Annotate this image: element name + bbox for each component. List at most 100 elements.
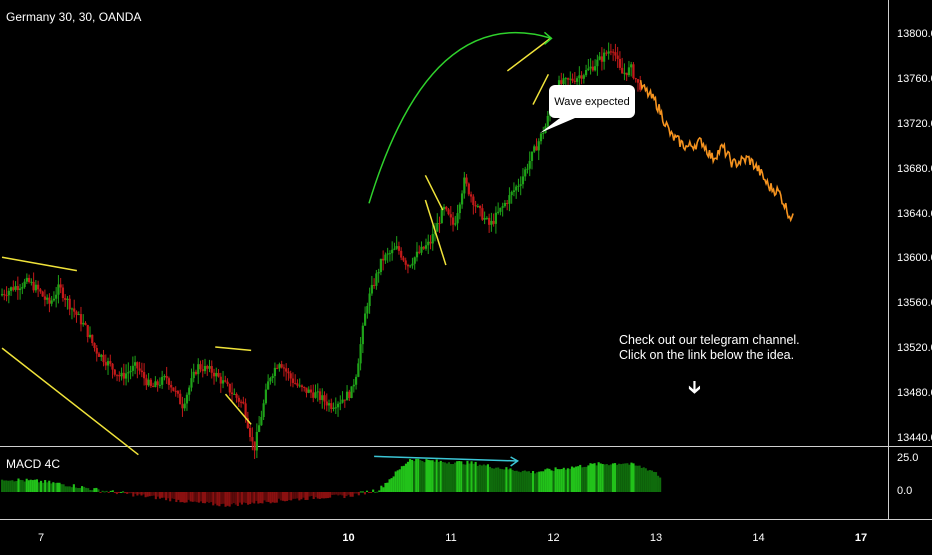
candle-body (309, 389, 313, 393)
macd-bar (275, 492, 278, 503)
macd-bar (435, 459, 438, 492)
candle-body (59, 284, 62, 288)
candle-body (614, 52, 617, 56)
symbol-title: Germany 30, 30, OANDA (6, 10, 142, 24)
macd-bar (365, 490, 369, 492)
candle-body (332, 407, 335, 409)
macd-bar (431, 460, 434, 492)
note-line-2: Click on the link below the idea. (619, 348, 795, 362)
candle-body (208, 366, 211, 369)
candle-body (41, 291, 44, 297)
macd-bar (105, 490, 108, 492)
candle-body (571, 78, 574, 81)
candle-body (233, 393, 236, 395)
macd-bar (283, 492, 287, 502)
candle-body (300, 385, 304, 388)
candle-body (447, 209, 450, 215)
macd-bar (628, 464, 631, 492)
macd-bar (554, 467, 557, 492)
candle-body (343, 399, 346, 401)
candle-body (273, 367, 277, 377)
macd-bar (484, 465, 487, 492)
macd-bar (179, 492, 182, 503)
macd-bar (386, 482, 389, 492)
price-tick-label: 13680.0 (897, 162, 932, 175)
candle-body (503, 202, 507, 207)
candle-body (201, 369, 204, 372)
candle-body (352, 384, 355, 387)
candle-body (287, 371, 290, 374)
macd-bar (507, 469, 510, 492)
macd-bar (402, 465, 405, 492)
macd-bar (515, 470, 518, 492)
candle-body (458, 204, 461, 214)
candle-body (185, 394, 189, 404)
macd-bar (439, 460, 442, 492)
macd-bar (70, 487, 73, 492)
candle-body (12, 287, 15, 290)
macd-bar (593, 463, 596, 492)
macd-bar (618, 463, 621, 492)
candle-body (415, 251, 419, 258)
candle-body (424, 245, 428, 249)
candle-body (264, 389, 267, 404)
macd-bar (119, 491, 123, 493)
macd-bar (589, 463, 592, 492)
price-tick-label: 13480.0 (897, 387, 932, 400)
candle-body (258, 425, 261, 432)
candle-body (217, 372, 220, 377)
candle-body (530, 151, 534, 161)
macd-bar (310, 492, 313, 496)
macd-bar (482, 464, 485, 492)
down-arrow-icon: 🡳 (688, 377, 701, 397)
macd-bar (632, 463, 635, 492)
macd-bar (210, 492, 213, 503)
macd-bar (486, 464, 489, 492)
candle-body (318, 391, 322, 400)
macd-bar (93, 488, 96, 492)
candle-body (526, 168, 529, 170)
candle-body (400, 250, 403, 258)
macd-bar (165, 492, 168, 501)
candle-body (280, 364, 283, 368)
macd-bar (411, 459, 414, 492)
candle-body (490, 220, 493, 225)
macd-bar (337, 492, 340, 496)
macd-bar (3, 480, 6, 492)
macd-bar (122, 491, 125, 493)
macd-bar (197, 492, 200, 503)
macd-bar (640, 467, 643, 492)
macd-bar (583, 466, 586, 492)
macd-bar (324, 492, 328, 499)
candle-body (285, 368, 288, 372)
candle-body (282, 367, 286, 369)
macd-bar (136, 492, 139, 496)
candle-body (607, 51, 610, 54)
macd-bar (597, 462, 600, 492)
candle-body (228, 383, 231, 393)
macd-bar (11, 480, 14, 492)
macd-bar (109, 490, 112, 492)
macd-bar (5, 480, 8, 492)
macd-bar (300, 492, 303, 500)
macd-bar (181, 492, 184, 503)
macd-bar (224, 492, 227, 507)
candle-body (598, 56, 601, 60)
candle-body (118, 375, 121, 377)
macd-bar (158, 492, 161, 499)
macd-bar (523, 470, 526, 492)
macd-bar (605, 464, 608, 492)
macd-bar (626, 463, 629, 492)
candle-body (382, 258, 385, 261)
candle-body (77, 314, 80, 316)
candle-body (50, 300, 53, 304)
macd-bar (212, 492, 215, 506)
macd-bar (372, 489, 375, 492)
macd-bar (68, 486, 71, 492)
macd-bar (46, 482, 49, 492)
macd-divergence-line (374, 455, 518, 462)
candle-body (348, 391, 351, 398)
candle-body (5, 295, 8, 297)
